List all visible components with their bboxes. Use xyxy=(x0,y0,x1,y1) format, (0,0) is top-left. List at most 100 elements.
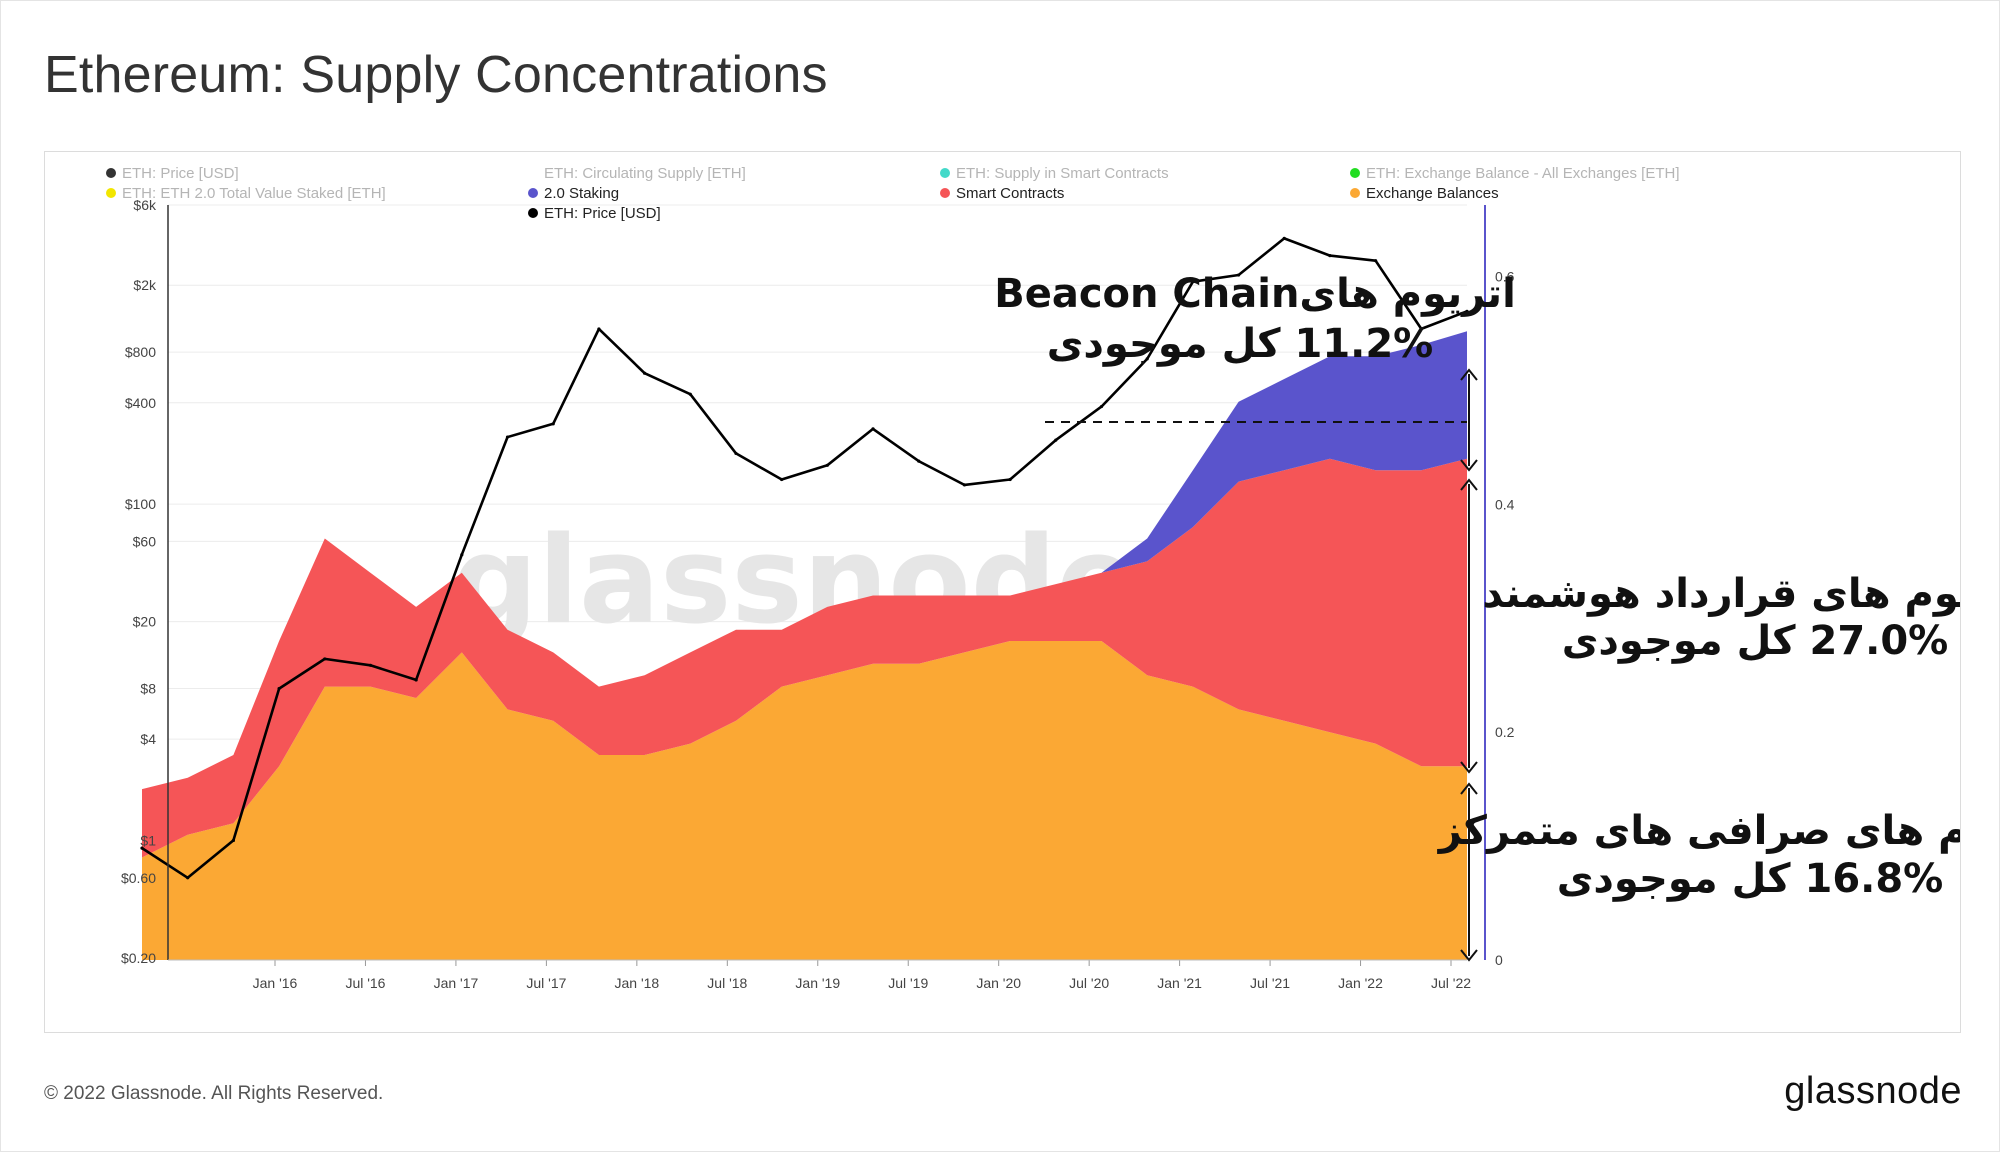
price-point xyxy=(323,657,327,661)
price-point xyxy=(825,463,829,467)
legend-item[interactable]: 2.0 Staking xyxy=(528,185,619,202)
x-axis-tick-label: Jul '22 xyxy=(1431,975,1471,991)
legend-item[interactable]: Exchange Balances xyxy=(1350,185,1499,202)
bracket-arrow-head-up xyxy=(1460,368,1478,381)
right-axis-tick-label: 0.2 xyxy=(1495,724,1515,740)
legend-swatch xyxy=(1350,168,1360,178)
annotation-line1: اتریوم های‌Beacon Chain xyxy=(994,271,1516,317)
price-point xyxy=(1054,438,1058,442)
price-line xyxy=(141,237,1468,880)
legend-swatch xyxy=(528,208,538,218)
legend-label: Exchange Balances xyxy=(1366,185,1499,202)
left-axis-tick-label: $800 xyxy=(125,344,156,360)
right-axis-tick-label: 0.4 xyxy=(1495,496,1515,512)
legend-swatch xyxy=(106,168,116,178)
price-point xyxy=(1145,357,1149,361)
x-axis-tick-label: Jul '20 xyxy=(1069,975,1109,991)
price-point xyxy=(1191,280,1195,284)
annotation-line1: اتریوم های قرارداد هوشمند xyxy=(1482,571,1960,617)
x-axis-tick-label: Jul '16 xyxy=(345,975,385,991)
right-axis-tick-label: 0 xyxy=(1495,952,1503,968)
copyright-text: © 2022 Glassnode. All Rights Reserved. xyxy=(44,1083,384,1104)
chart-frame: glassnode $0.20 $0.60 $1 $4 $8 $20 $60 $100 $400… xyxy=(44,151,1961,1033)
x-axis-tick-label: Jan '18 xyxy=(614,975,659,991)
left-axis-tick-label: $1 xyxy=(140,832,156,848)
left-axis-tick-label: $20 xyxy=(133,614,157,630)
price-point xyxy=(734,451,738,456)
left-axis-tick-label: $8 xyxy=(140,681,156,697)
area-smart-contracts xyxy=(142,458,1467,858)
right-axis-tick-label: 0.6 xyxy=(1495,269,1515,285)
price-point xyxy=(1419,327,1423,331)
legend-swatch xyxy=(527,167,539,179)
legend-swatch xyxy=(106,188,116,198)
price-point xyxy=(414,678,418,682)
legend-swatch xyxy=(528,188,538,198)
price-point xyxy=(460,553,464,557)
price-point xyxy=(780,477,784,482)
price-point xyxy=(1008,477,1012,482)
area-2-0-staking xyxy=(142,331,1467,790)
bracket-arrow-head-up xyxy=(1460,782,1478,795)
annotation-line2: 27.0% کل موجودی xyxy=(1562,618,1949,664)
x-axis-tick-label: Jan '16 xyxy=(253,975,298,991)
legend-label: ETH: Exchange Balance - All Exchanges [E… xyxy=(1366,165,1679,182)
price-point xyxy=(368,663,373,667)
price-point xyxy=(1465,309,1469,313)
price-layer xyxy=(140,236,1469,880)
price-point xyxy=(642,371,647,375)
legend-swatch xyxy=(1350,188,1360,198)
page-title: Ethereum: Supply Concentrations xyxy=(44,46,828,104)
x-axis-tick-label: Jul '18 xyxy=(707,975,747,991)
price-point xyxy=(597,327,601,331)
left-axis-tick-label: $400 xyxy=(125,395,156,411)
x-axis-tick-label: Jul '17 xyxy=(526,975,566,991)
price-point xyxy=(505,435,510,439)
price-point xyxy=(1328,254,1332,258)
legend-label: ETH: ETH 2.0 Total Value Staked [ETH] xyxy=(122,185,386,202)
price-point xyxy=(917,459,921,463)
legend-label: ETH: Circulating Supply [ETH] xyxy=(544,165,746,182)
left-axis-tick-label: $0.60 xyxy=(121,870,156,886)
legend-item[interactable]: ETH: Price [USD] xyxy=(106,165,239,182)
x-axis-tick-label: Jan '20 xyxy=(976,975,1021,991)
left-axis-tick-label: $100 xyxy=(125,496,156,512)
bracket-arrow-head-down xyxy=(1460,949,1478,962)
bracket-arrow-head-down xyxy=(1460,761,1478,774)
legend-label: ETH: Price [USD] xyxy=(544,205,661,222)
legend-item[interactable]: ETH: Circulating Supply [ETH] xyxy=(527,165,746,182)
area-layer xyxy=(142,331,1467,960)
price-point xyxy=(231,838,235,843)
legend[interactable]: ETH: Price [USD] ETH: Circulating Supply … xyxy=(106,165,1679,222)
axis-layer: $0.20 $0.60 $1 $4 $8 $20 $60 $100 $400 $800 $2k $6k… xyxy=(121,197,1515,991)
legend-label: 2.0 Staking xyxy=(544,185,619,202)
legend-item[interactable]: ETH: ETH 2.0 Total Value Staked [ETH] xyxy=(106,185,386,202)
price-point xyxy=(1236,273,1241,277)
legend-item[interactable]: Smart Contracts xyxy=(940,185,1064,202)
x-axis-tick-label: Jul '19 xyxy=(888,975,928,991)
chart-svg: glassnode $0.20$0.60$1$4$8$20$60$100$400… xyxy=(106,165,1960,991)
x-axis-tick-label: Jan '19 xyxy=(795,975,840,991)
legend-label: ETH: Supply in Smart Contracts xyxy=(956,165,1169,182)
left-axis-tick-label: $2k xyxy=(133,277,157,293)
left-axis-tick-label: $0.20 xyxy=(121,950,156,966)
bracket-arrow-head-up xyxy=(1460,478,1478,491)
annotation-line1: اتریوم های صرافی های متمرکز xyxy=(1437,808,1960,854)
annotation-line2: 11.2% کل موجودی xyxy=(1047,321,1434,367)
legend-item[interactable]: ETH: Supply in Smart Contracts xyxy=(940,165,1169,182)
price-point xyxy=(551,422,555,426)
legend-swatch xyxy=(940,168,950,178)
price-point xyxy=(962,483,967,487)
area-exchange-balances xyxy=(142,641,1467,960)
legend-item[interactable]: ETH: Exchange Balance - All Exchanges [E… xyxy=(1350,165,1679,182)
legend-swatch xyxy=(940,188,950,198)
legend-label: ETH: Price [USD] xyxy=(122,165,239,182)
price-point xyxy=(140,846,144,850)
x-axis-tick-label: Jan '17 xyxy=(434,975,479,991)
price-point xyxy=(871,427,875,431)
price-point xyxy=(688,392,692,396)
legend-item[interactable]: ETH: Price [USD] xyxy=(528,205,661,222)
bracket-arrow-head-down xyxy=(1460,459,1478,472)
left-axis-tick-label: $60 xyxy=(133,533,157,549)
